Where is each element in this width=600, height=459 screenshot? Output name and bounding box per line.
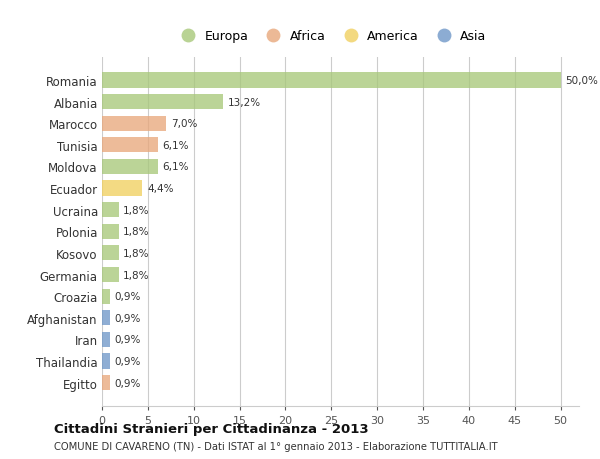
Bar	[102, 332, 110, 347]
Bar	[102, 311, 110, 325]
Text: 0,9%: 0,9%	[115, 291, 141, 302]
Bar	[102, 181, 142, 196]
Text: 6,1%: 6,1%	[163, 162, 189, 172]
Bar	[102, 289, 110, 304]
Text: 0,9%: 0,9%	[115, 378, 141, 388]
Bar	[102, 160, 158, 174]
Text: COMUNE DI CAVARENO (TN) - Dati ISTAT al 1° gennaio 2013 - Elaborazione TUTTITALI: COMUNE DI CAVARENO (TN) - Dati ISTAT al …	[54, 441, 497, 451]
Bar	[102, 203, 119, 218]
Bar	[102, 95, 223, 110]
Bar	[102, 73, 560, 88]
Bar	[102, 246, 119, 261]
Text: 1,8%: 1,8%	[123, 227, 149, 237]
Legend: Europa, Africa, America, Asia: Europa, Africa, America, Asia	[171, 25, 491, 48]
Text: 7,0%: 7,0%	[171, 119, 197, 129]
Text: 1,8%: 1,8%	[123, 248, 149, 258]
Text: 1,8%: 1,8%	[123, 205, 149, 215]
Text: 1,8%: 1,8%	[123, 270, 149, 280]
Bar	[102, 354, 110, 369]
Text: Cittadini Stranieri per Cittadinanza - 2013: Cittadini Stranieri per Cittadinanza - 2…	[54, 422, 368, 436]
Text: 0,9%: 0,9%	[115, 356, 141, 366]
Bar	[102, 224, 119, 239]
Bar	[102, 268, 119, 282]
Text: 6,1%: 6,1%	[163, 140, 189, 151]
Bar	[102, 117, 166, 131]
Text: 0,9%: 0,9%	[115, 313, 141, 323]
Text: 50,0%: 50,0%	[565, 76, 598, 86]
Text: 4,4%: 4,4%	[147, 184, 173, 194]
Bar	[102, 138, 158, 153]
Text: 0,9%: 0,9%	[115, 335, 141, 345]
Text: 13,2%: 13,2%	[227, 97, 261, 107]
Bar	[102, 375, 110, 390]
